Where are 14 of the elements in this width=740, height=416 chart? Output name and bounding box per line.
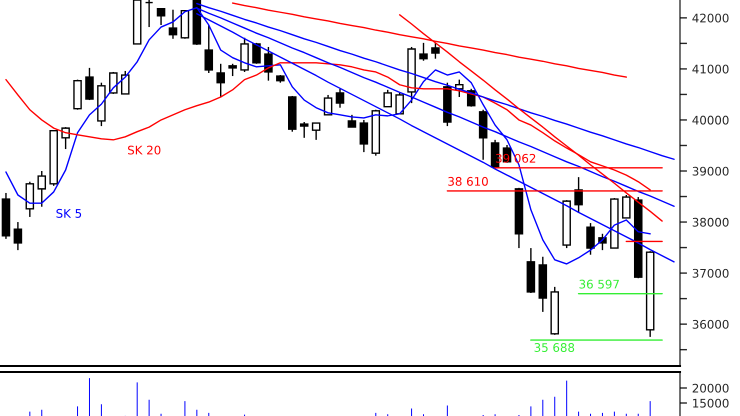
y-tick-label: 39000 xyxy=(692,166,729,176)
y-tick-label: 37000 xyxy=(692,268,729,278)
series-label: 35 688 xyxy=(534,343,574,352)
y-tick-label: 41000 xyxy=(692,64,729,74)
y-tick-label: 38000 xyxy=(692,218,729,227)
series-label: SK 5 xyxy=(56,208,82,218)
y-tick-label: 40000 xyxy=(692,116,729,125)
y-tick-label: 36000 xyxy=(692,320,729,329)
series-label: 38 610 xyxy=(448,176,488,186)
series-label: 36 597 xyxy=(579,280,619,289)
y-tick-label: 15000 xyxy=(693,398,729,408)
y-tick-label: 20000 xyxy=(692,384,729,393)
y-tick-label: 42000 xyxy=(692,14,729,23)
series-label: SK 20 xyxy=(128,146,160,155)
